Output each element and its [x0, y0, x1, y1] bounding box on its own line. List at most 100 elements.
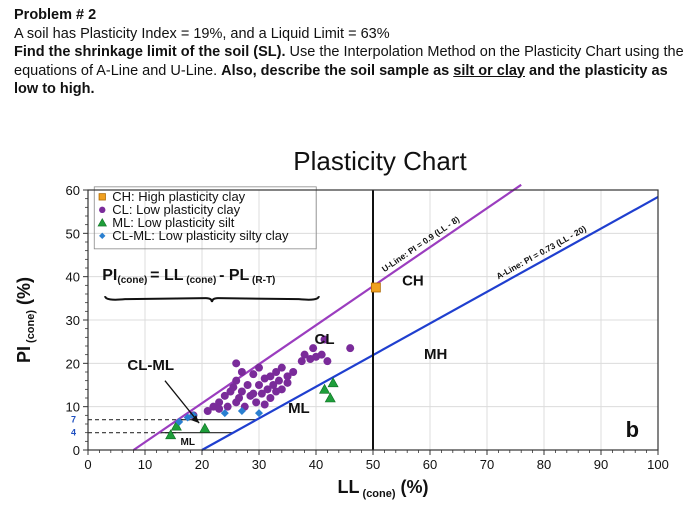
x-tick-label: 50 — [366, 457, 380, 472]
data-point-cl — [283, 378, 292, 387]
data-point-ml — [170, 420, 182, 431]
data-point-cl — [260, 400, 269, 409]
chart-points — [165, 282, 381, 440]
y-tick-label: 40 — [66, 270, 80, 285]
data-point-cl — [220, 391, 229, 400]
legend-marker-circle — [99, 206, 106, 214]
x-tick-label: 80 — [537, 457, 551, 472]
x-tick-label: 60 — [423, 457, 437, 472]
problem-also-text: Also, describe the soil sample as — [221, 62, 454, 79]
data-point-cl — [274, 376, 283, 385]
x-tick-label: 20 — [195, 457, 209, 472]
data-point-cl — [232, 376, 241, 385]
chart-title: Plasticity Chart — [293, 146, 467, 176]
data-point-cl — [255, 381, 263, 389]
y-guide-label: 7 — [71, 415, 76, 425]
data-point-cl-ml — [175, 417, 184, 426]
data-point-ml — [324, 392, 336, 403]
data-point-cl-ml — [255, 409, 263, 418]
data-point-cl — [320, 335, 329, 344]
region-label-cl-ml: CL-ML — [127, 357, 174, 374]
problem-find-text: Find the shrinkage limit of the soil (SL… — [14, 44, 286, 60]
legend-label: CL-ML: Low plasticity silty clay — [112, 228, 289, 243]
data-point-cl — [232, 359, 241, 368]
data-point-cl — [249, 389, 258, 398]
y-axis-label: PI (cone) (%) — [14, 277, 37, 363]
region-label-ch: CH — [402, 272, 424, 289]
data-point-cl — [289, 368, 298, 376]
x-tick-label: 0 — [84, 457, 91, 472]
data-point-cl — [203, 407, 212, 415]
chart-axes: 0 10 20 30 40 50 60 70 80 90 100 0 10 20 30 40 50 60 4 7 LL … — [14, 183, 669, 500]
data-point-cl — [283, 372, 292, 381]
pi-formula: PI(cone) = LL (cone) - PL (R-T) — [102, 267, 275, 286]
legend-marker-diamond — [99, 232, 106, 240]
data-point-cl — [237, 368, 246, 376]
data-point-cl — [235, 394, 244, 402]
problem-statement: Problem # 2 A soil has Plasticity Index … — [14, 6, 690, 99]
legend-marker-square — [98, 193, 106, 201]
data-point-cl — [266, 372, 275, 381]
problem-underlined-text: silt or clay — [453, 62, 525, 79]
y-tick-label: 30 — [66, 313, 80, 328]
region-label-ml: ML — [288, 400, 310, 417]
data-point-cl — [215, 398, 224, 407]
legend-label: ML: Low plasticity silt — [112, 215, 234, 230]
problem-and-text: and the plasticity as low to high. — [14, 62, 668, 98]
data-point-cl — [300, 350, 309, 359]
y-tick-label: 50 — [66, 226, 80, 241]
data-point-ch — [370, 282, 381, 293]
data-point-cl — [309, 344, 318, 353]
x-tick-label: 30 — [252, 457, 266, 472]
a-line — [201, 195, 659, 451]
y-tick-label: 0 — [73, 443, 80, 458]
problem-method-text: Use the Interpolation Method on the Plas… — [14, 44, 684, 79]
data-point-cl — [272, 368, 281, 376]
cl-ml-arrow — [164, 380, 200, 424]
legend-marker-triangle — [97, 218, 107, 227]
data-point-ml — [319, 383, 331, 394]
cl-ml-arrowhead — [191, 415, 200, 424]
y-tick-label: 10 — [66, 400, 80, 415]
data-point-cl — [252, 398, 261, 407]
data-point-cl — [229, 383, 238, 392]
legend-box — [93, 186, 317, 250]
legend-label: CL: Low plasticity clay — [112, 202, 240, 217]
region-label-ml: ML — [181, 437, 195, 448]
region-label-mh: MH — [424, 346, 447, 363]
data-point-cl — [255, 363, 263, 372]
data-point-cl — [269, 381, 278, 389]
data-point-cl — [277, 363, 286, 372]
plasticity-chart: Plasticity Chart U-Line: PI = 0.9 (LL - … — [14, 146, 669, 500]
y-tick-label: 60 — [66, 183, 80, 198]
data-point-ml — [327, 377, 339, 388]
data-point-cl — [243, 381, 252, 389]
x-axis-label: LL (cone) (%) — [337, 477, 428, 500]
data-point-cl — [266, 394, 275, 402]
x-tick-label: 70 — [480, 457, 494, 472]
data-point-cl — [346, 344, 355, 353]
data-point-cl — [215, 404, 224, 413]
x-tick-label: 100 — [647, 457, 669, 472]
y-guide-label: 4 — [71, 428, 76, 438]
data-point-cl — [257, 389, 266, 398]
formula-brace — [104, 295, 320, 303]
data-point-cl — [277, 385, 286, 394]
data-point-cl — [249, 370, 258, 379]
data-point-cl — [237, 387, 246, 396]
region-label-cl: CL — [315, 331, 335, 348]
data-point-ml — [165, 429, 177, 440]
data-point-cl — [297, 357, 306, 366]
a-line-label: A-Line: PI = 0.73 (LL - 20) — [495, 223, 588, 281]
problem-line-1: A soil has Plasticity Index = 19%, and a… — [14, 25, 390, 42]
data-point-cl — [263, 385, 272, 394]
u-line — [132, 183, 522, 451]
data-point-cl-ml — [237, 407, 246, 415]
x-tick-label: 40 — [309, 457, 323, 472]
data-point-cl-ml — [220, 409, 229, 418]
data-point-cl — [323, 357, 332, 366]
chart-lines — [88, 183, 659, 451]
y-tick-label: 20 — [66, 356, 80, 371]
u-line-label: U-Line: PI = 0.9 (LL - 8) — [380, 214, 461, 274]
